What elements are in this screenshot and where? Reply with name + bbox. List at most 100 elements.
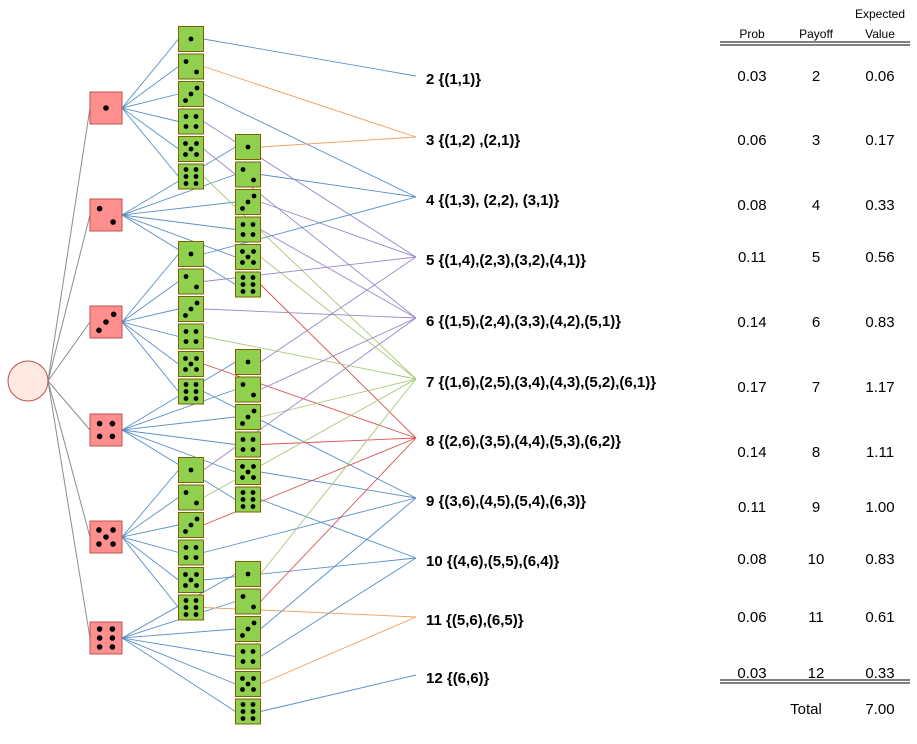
die-pip	[240, 447, 246, 452]
die-pip	[183, 529, 188, 534]
die-pip	[240, 167, 246, 172]
table-row: 0.03 2 0.06	[737, 68, 894, 85]
die-face	[235, 271, 261, 298]
edge-pair-3-3-to-sum-6	[203, 308, 417, 319]
edge-die3-to-1	[121, 253, 179, 323]
edge-root-to-die-2	[47, 214, 91, 382]
edge-die4-to-3	[121, 416, 236, 431]
die-pip	[183, 181, 189, 186]
edge-root-to-die-3	[47, 321, 91, 382]
cell-expected-value: 1.00	[865, 499, 894, 516]
die-pip	[188, 91, 194, 97]
die-pip	[245, 359, 251, 365]
first-die-3	[89, 305, 123, 339]
cell-payoff: 5	[812, 249, 820, 266]
second-die-4-5	[235, 459, 261, 485]
die-pip	[193, 382, 199, 387]
table-row: 0.03 12 0.33	[737, 665, 894, 682]
die-pip	[188, 251, 194, 257]
die-pip	[251, 249, 256, 254]
die-pip	[250, 447, 256, 452]
second-die-5-6	[178, 594, 204, 621]
cell-prob: 0.06	[737, 609, 766, 626]
die-face	[235, 161, 261, 188]
die-pip	[183, 339, 189, 344]
die-face	[178, 378, 204, 405]
second-die-2-6	[235, 271, 261, 298]
die-pip	[194, 500, 199, 506]
die-pip	[183, 367, 188, 372]
die-pip	[96, 205, 103, 212]
die-pip	[240, 504, 246, 509]
edge-die4-to-4	[121, 429, 236, 445]
second-die-1-1	[178, 26, 204, 52]
cell-payoff: 10	[808, 551, 825, 568]
header-prob: Prob	[739, 27, 765, 41]
header-value: Value	[865, 27, 895, 41]
die-pip	[193, 555, 199, 560]
die-pip	[188, 522, 194, 528]
edge-pair-4-4-to-sum-8	[260, 437, 417, 445]
edge-die5-to-2	[121, 497, 179, 538]
edge-pair-6-3-to-sum-9	[260, 497, 417, 630]
die-face	[235, 431, 261, 458]
second-die-4-6	[235, 486, 261, 513]
die-pip	[96, 541, 102, 547]
cell-prob: 0.11	[738, 249, 766, 266]
die-pip	[96, 527, 102, 533]
die-pip	[240, 232, 246, 237]
die-pip	[183, 356, 188, 361]
cell-expected-value: 0.61	[865, 609, 894, 626]
cell-payoff: 8	[812, 444, 820, 461]
cell-prob: 0.03	[737, 68, 766, 85]
outcome-label-12: 12 {(6,6)}	[426, 670, 490, 687]
die-pip	[245, 199, 251, 205]
second-die-2-3	[235, 189, 261, 215]
first-die-1	[89, 91, 123, 125]
cell-payoff: 12	[808, 665, 825, 682]
die-pip	[250, 497, 256, 502]
die-pip	[240, 709, 246, 714]
die-pip	[193, 181, 199, 186]
edge-pair-3-4-to-sum-7	[203, 336, 417, 380]
header-expected: Expected	[855, 7, 905, 21]
table-row: 0.08 4 0.33	[737, 197, 894, 214]
edge-die5-to-4	[121, 536, 179, 553]
die-pip	[251, 620, 257, 626]
outcome-label-6: 6 {(1,5),(2,4),(3,3),(4,2),(5,1)}	[426, 313, 621, 330]
second-die-1-5	[178, 136, 204, 162]
second-die-1-4	[178, 108, 204, 135]
edge-die1-to-1	[121, 38, 179, 109]
root-node	[7, 360, 49, 402]
cell-expected-value: 1.11	[866, 444, 894, 461]
table-row: 0.17 7 1.17	[737, 379, 894, 396]
die-pip	[183, 490, 189, 495]
edge-die1-to-6	[121, 107, 179, 177]
die-pip	[183, 152, 188, 157]
die-pip	[193, 612, 199, 617]
die-pip	[103, 534, 109, 540]
die-pip	[245, 144, 251, 150]
cell-prob: 0.14	[737, 444, 766, 461]
cell-prob: 0.14	[737, 314, 766, 331]
die-pip	[240, 649, 246, 654]
die-pip	[110, 311, 117, 318]
die-pip	[188, 146, 194, 152]
die-pip	[183, 572, 188, 577]
die-pip	[250, 649, 256, 654]
die-face	[235, 404, 261, 430]
second-die-3-5	[178, 351, 204, 377]
die-pip	[194, 284, 199, 290]
outcome-label-8: 8 {(2,6),(3,5),(4,4),(5,3),(6,2)}	[426, 433, 621, 450]
second-die-3-4	[178, 323, 204, 350]
outcome-label-10: 10 {(4,6),(5,5),(6,4)}	[426, 553, 560, 570]
edge-root-to-die-6	[47, 380, 91, 639]
edge-root-to-die-4	[47, 380, 91, 431]
die-pip	[250, 490, 256, 495]
die-pip	[193, 545, 199, 550]
cell-expected-value: 0.33	[865, 197, 894, 214]
table-row: 0.08 10 0.83	[737, 551, 894, 568]
second-die-5-2	[178, 484, 204, 511]
die-face	[89, 413, 123, 447]
table-row: 0.11 5 0.56	[738, 249, 895, 266]
